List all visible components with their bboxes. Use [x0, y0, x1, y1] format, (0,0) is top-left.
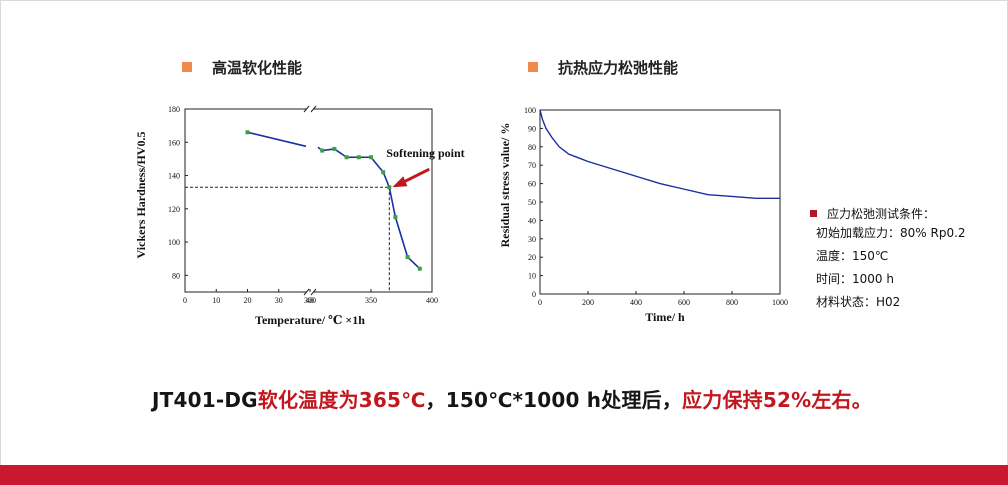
y-tick-label: 80 [172, 271, 180, 280]
y-tick-label: 40 [528, 216, 536, 225]
summary-part-2: 软化温度为365℃ [257, 388, 426, 412]
x-tick-label: 400 [426, 296, 438, 305]
test-conditions: 应力松弛测试条件： 初始加载应力：80% Rp0.2 温度：150℃ 时间：10… [810, 204, 1000, 314]
y-tick-label: 30 [528, 235, 536, 244]
x-tick-label: 0 [538, 298, 542, 307]
x-tick-label: 600 [678, 298, 690, 307]
hardness-chart-annotation: Softening point [386, 146, 465, 188]
y-tick-label: 20 [528, 253, 536, 262]
hardness-data-point [417, 266, 422, 271]
x-tick-label: 10 [212, 296, 220, 305]
square-bullet-icon [182, 62, 192, 72]
axis-break-mark [310, 288, 317, 296]
summary-statement: JT401-DG软化温度为365℃，150℃*1000 h处理后，应力保持52%… [152, 384, 872, 413]
test-conditions-title: 应力松弛测试条件： [827, 206, 936, 221]
hardness-data-point [393, 215, 398, 220]
section-title-relaxation-text: 抗热应力松弛性能 [558, 58, 679, 77]
y-tick-label: 160 [168, 138, 180, 147]
hardness-chart-break-gap-top [307, 106, 313, 112]
y-tick-label: 70 [528, 161, 536, 170]
hardness-chart-series [245, 130, 422, 271]
section-title-relaxation: 抗热应力松弛性能 [528, 57, 678, 77]
softening-arrow-icon [392, 176, 408, 188]
softening-point-label: Softening point [386, 146, 464, 160]
test-conditions-title-row: 应力松弛测试条件： [810, 204, 1000, 222]
hardness-data-point [381, 170, 386, 175]
hardness-chart-guides [185, 186, 390, 292]
relaxation-chart-ylabel: Residual stress value/ % [498, 123, 512, 248]
x-tick-label: 300 [304, 296, 316, 305]
summary-part-3: ，150℃*1000 h处理后， [425, 388, 683, 412]
condition-material-state: 材料状态：H02 [816, 295, 901, 309]
condition-time: 时间：1000 h [816, 272, 894, 286]
y-tick-label: 80 [528, 143, 536, 152]
hardness-chart-frame [184, 105, 433, 296]
relaxation-chart: 0 200 400 600 800 10000102030405060708090100 … [498, 106, 788, 324]
axis-break-mark [310, 105, 317, 113]
x-tick-label: 0 [183, 296, 187, 305]
relaxation-chart-border [539, 109, 781, 295]
y-tick-label: 10 [528, 272, 536, 281]
hardness-data-point [387, 185, 392, 190]
x-tick-label: 20 [244, 296, 252, 305]
hardness-data-point [344, 155, 349, 160]
condition-initial-stress: 初始加载应力：80% Rp0.2 [816, 226, 966, 240]
y-tick-label: 100 [168, 238, 180, 247]
y-tick-label: 120 [168, 205, 180, 214]
axis-break-mark [303, 288, 310, 296]
x-tick-label: 40 [306, 296, 314, 305]
hardness-series-line [317, 146, 421, 270]
y-tick-label: 50 [528, 198, 536, 207]
hardness-chart-border [184, 108, 433, 293]
summary-part-4: 应力保持52%左右。 [682, 388, 872, 412]
hardness-data-point [245, 130, 250, 135]
footer-bar [0, 465, 1008, 485]
hardness-data-point [356, 155, 361, 160]
hardness-data-point [320, 148, 325, 153]
hardness-series-segment [247, 131, 307, 148]
x-tick-label: 400 [630, 298, 642, 307]
x-tick-label: 200 [582, 298, 594, 307]
condition-temperature: 温度：150℃ [816, 249, 889, 263]
x-tick-label: 350 [365, 296, 377, 305]
hardness-data-point [332, 146, 337, 151]
y-tick-label: 100 [524, 106, 536, 115]
y-tick-label: 90 [528, 124, 536, 133]
axis-break-mark [303, 105, 310, 113]
hardness-chart-xlabel: Temperature/ ℃ ×1h [255, 313, 365, 327]
square-bullet-icon [810, 209, 817, 217]
hardness-data-point [405, 255, 410, 260]
x-tick-label: 800 [726, 298, 738, 307]
y-tick-label: 140 [168, 172, 180, 181]
section-title-softening: 高温软化性能 [182, 57, 302, 77]
x-tick-label: 1000 [772, 298, 788, 307]
square-bullet-icon [528, 62, 538, 72]
relaxation-chart-xlabel: Time/ h [645, 310, 685, 324]
summary-part-1: JT401-DG [152, 388, 258, 412]
section-title-softening-text: 高温软化性能 [212, 58, 303, 77]
y-tick-label: 60 [528, 180, 536, 189]
hardness-data-point [369, 155, 373, 160]
y-tick-label: 180 [168, 105, 180, 114]
y-tick-label: 0 [532, 290, 536, 299]
hardness-chart-ylabel: Vickers Hardness/HV0.5 [134, 132, 148, 259]
x-tick-label: 30 [275, 296, 283, 305]
relaxation-chart-ticks: 0 200 400 600 800 1000 0 10 20 30 40 50 60 70 80 90 100 [524, 106, 788, 307]
residual-stress-line [539, 109, 780, 200]
relaxation-chart-frame [539, 109, 781, 295]
relaxation-chart-series [539, 109, 780, 200]
